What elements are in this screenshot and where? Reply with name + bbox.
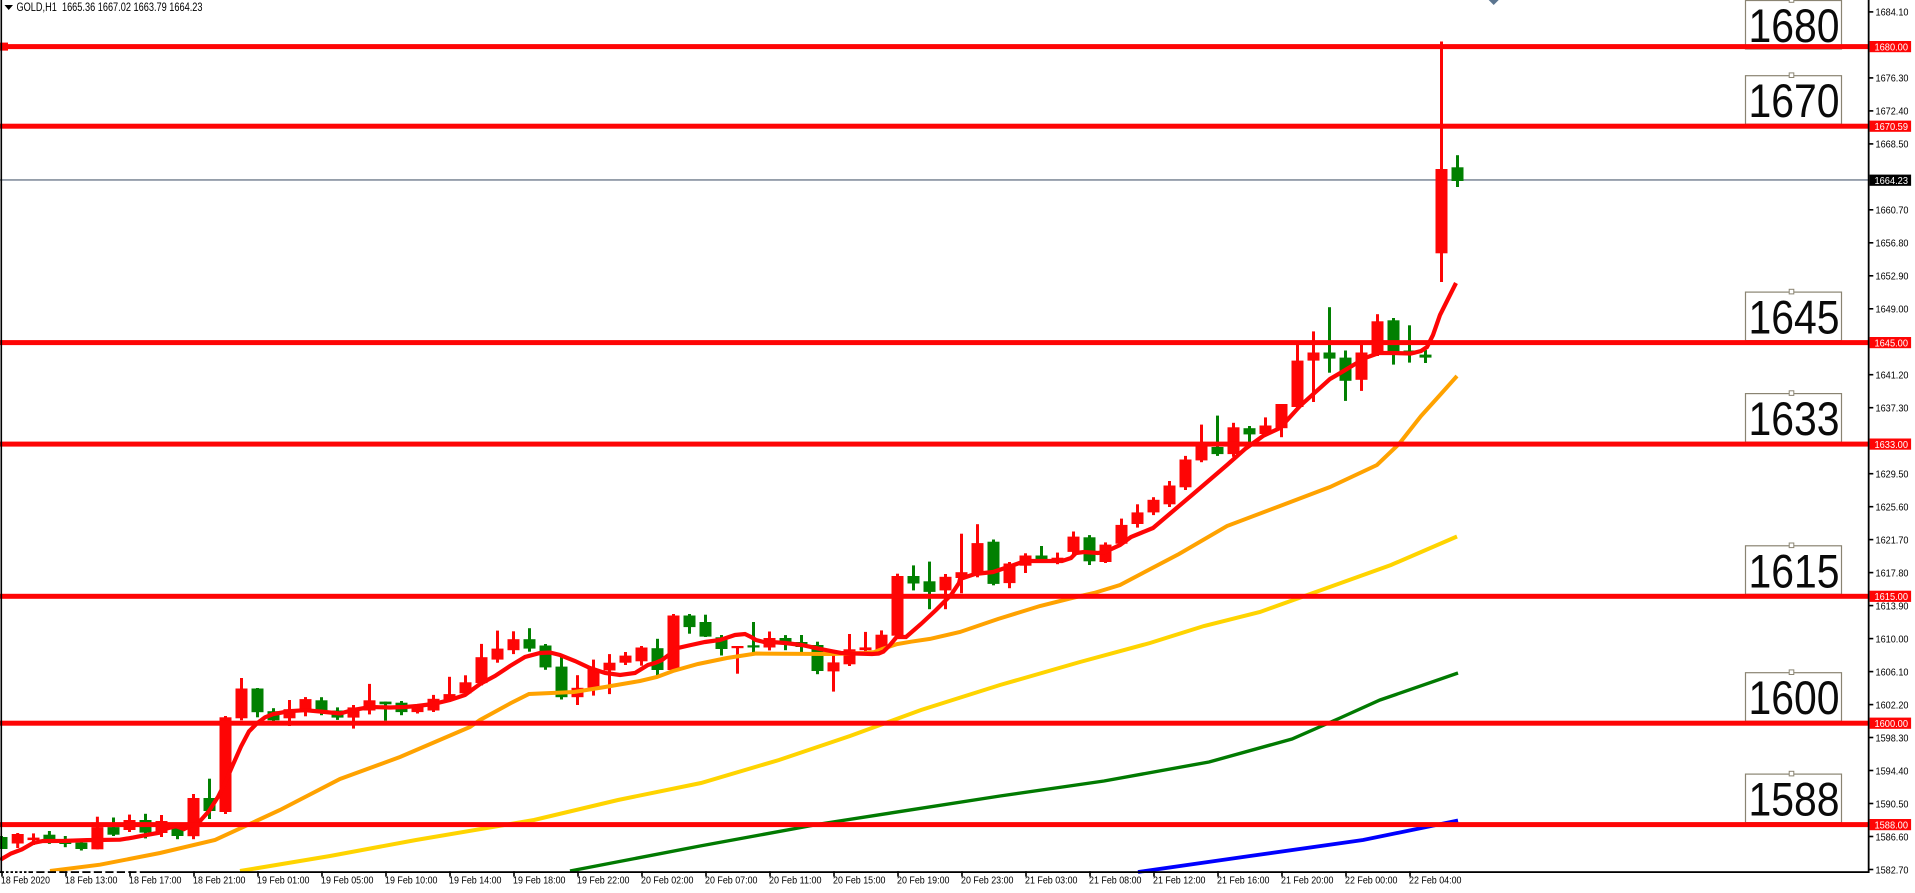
- svg-text:1649.00: 1649.00: [1876, 304, 1909, 316]
- svg-text:1615: 1615: [1749, 545, 1840, 598]
- svg-text:1656.80: 1656.80: [1876, 238, 1909, 250]
- svg-text:1684.10: 1684.10: [1876, 7, 1909, 19]
- svg-text:1664.23: 1664.23: [1875, 176, 1909, 187]
- svg-text:1680.00: 1680.00: [1875, 43, 1909, 54]
- svg-text:1621.70: 1621.70: [1876, 534, 1909, 546]
- svg-text:1590.50: 1590.50: [1876, 798, 1909, 810]
- svg-text:20 Feb 07:00: 20 Feb 07:00: [705, 874, 758, 886]
- svg-text:1672.40: 1672.40: [1876, 106, 1909, 118]
- svg-text:21 Feb 12:00: 21 Feb 12:00: [1153, 874, 1206, 886]
- svg-text:1600: 1600: [1749, 672, 1840, 725]
- svg-text:1598.30: 1598.30: [1876, 732, 1909, 744]
- svg-text:1652.90: 1652.90: [1876, 271, 1909, 283]
- svg-text:18 Feb 17:00: 18 Feb 17:00: [129, 874, 182, 886]
- svg-text:19 Feb 10:00: 19 Feb 10:00: [385, 874, 438, 886]
- svg-text:1637.30: 1637.30: [1876, 403, 1909, 415]
- svg-text:1588.00: 1588.00: [1875, 821, 1909, 832]
- svg-text:18 Feb 21:00: 18 Feb 21:00: [193, 874, 246, 886]
- svg-text:1602.20: 1602.20: [1876, 699, 1909, 711]
- svg-text:21 Feb 03:00: 21 Feb 03:00: [1025, 874, 1078, 886]
- svg-text:19 Feb 22:00: 19 Feb 22:00: [577, 874, 630, 886]
- svg-text:GOLD,H1 1665.36 1667.02 1663.: GOLD,H1 1665.36 1667.02 1663.79 1664.23: [17, 1, 203, 14]
- svg-text:1606.10: 1606.10: [1876, 666, 1909, 678]
- svg-text:1670.59: 1670.59: [1875, 122, 1909, 133]
- svg-text:18 Feb 13:00: 18 Feb 13:00: [65, 874, 118, 886]
- svg-text:1629.50: 1629.50: [1876, 469, 1909, 481]
- svg-text:19 Feb 05:00: 19 Feb 05:00: [321, 874, 374, 886]
- svg-text:1670: 1670: [1749, 75, 1840, 128]
- svg-text:20 Feb 11:00: 20 Feb 11:00: [769, 874, 822, 886]
- svg-text:1582.70: 1582.70: [1876, 864, 1909, 876]
- svg-text:1660.70: 1660.70: [1876, 205, 1909, 217]
- svg-text:1645: 1645: [1749, 292, 1840, 345]
- svg-text:21 Feb 20:00: 21 Feb 20:00: [1281, 874, 1334, 886]
- svg-text:1668.50: 1668.50: [1876, 139, 1909, 151]
- svg-text:1676.30: 1676.30: [1876, 73, 1909, 85]
- svg-text:1633: 1633: [1749, 393, 1840, 446]
- svg-text:1594.40: 1594.40: [1876, 765, 1909, 777]
- svg-text:18 Feb 2020: 18 Feb 2020: [1, 874, 50, 886]
- svg-text:1610.00: 1610.00: [1876, 633, 1909, 645]
- svg-text:1588: 1588: [1749, 774, 1840, 827]
- svg-text:19 Feb 01:00: 19 Feb 01:00: [257, 874, 310, 886]
- svg-text:20 Feb 23:00: 20 Feb 23:00: [961, 874, 1014, 886]
- svg-text:1617.80: 1617.80: [1876, 567, 1909, 579]
- svg-text:1615.00: 1615.00: [1875, 592, 1909, 603]
- svg-text:1633.00: 1633.00: [1875, 440, 1909, 451]
- svg-text:19 Feb 18:00: 19 Feb 18:00: [513, 874, 566, 886]
- svg-text:1586.60: 1586.60: [1876, 831, 1909, 843]
- svg-text:1645.00: 1645.00: [1875, 339, 1909, 350]
- svg-text:20 Feb 19:00: 20 Feb 19:00: [897, 874, 950, 886]
- svg-text:21 Feb 16:00: 21 Feb 16:00: [1217, 874, 1270, 886]
- svg-text:1641.20: 1641.20: [1876, 370, 1909, 382]
- svg-text:22 Feb 04:00: 22 Feb 04:00: [1409, 874, 1462, 886]
- svg-text:20 Feb 02:00: 20 Feb 02:00: [641, 874, 694, 886]
- svg-text:22 Feb 00:00: 22 Feb 00:00: [1345, 874, 1398, 886]
- svg-text:20 Feb 15:00: 20 Feb 15:00: [833, 874, 886, 886]
- svg-text:1613.90: 1613.90: [1876, 600, 1909, 612]
- svg-text:1625.60: 1625.60: [1876, 502, 1909, 514]
- svg-text:1600.00: 1600.00: [1875, 719, 1909, 730]
- svg-text:21 Feb 08:00: 21 Feb 08:00: [1089, 874, 1142, 886]
- svg-text:19 Feb 14:00: 19 Feb 14:00: [449, 874, 502, 886]
